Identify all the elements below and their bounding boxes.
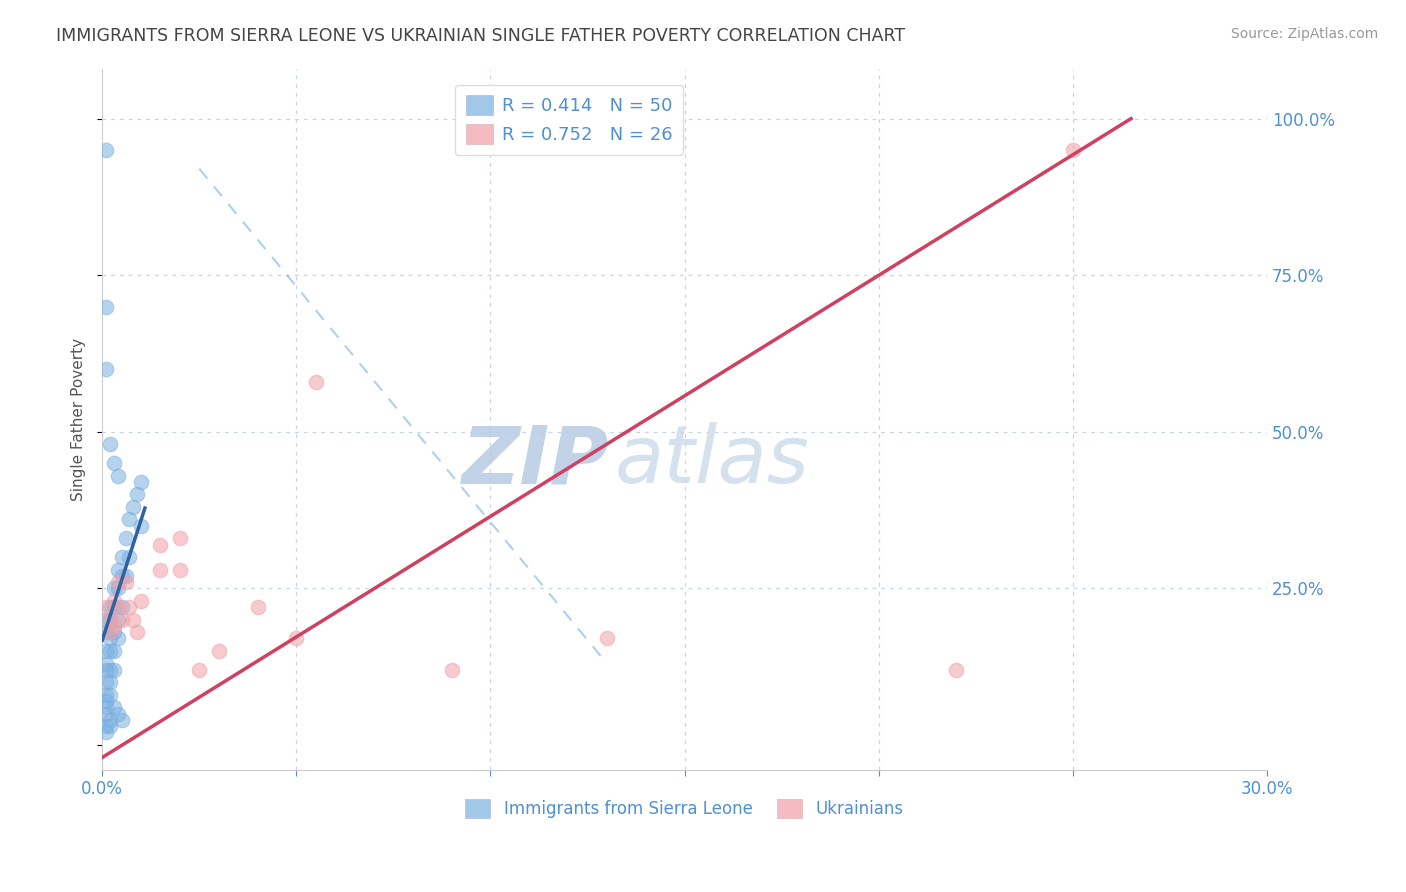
Point [94, 663, 117, 677]
Point [149, 563, 172, 577]
Point [111, 549, 134, 564]
Point [98, 625, 121, 640]
Point [596, 632, 619, 646]
Point [129, 475, 152, 489]
Point [169, 531, 191, 545]
Text: Source: ZipAtlas.com: Source: ZipAtlas.com [1230, 27, 1378, 41]
Text: atlas: atlas [614, 422, 810, 500]
Point [98, 437, 121, 451]
Point [107, 706, 129, 721]
Point [98, 663, 121, 677]
Point [107, 575, 129, 590]
Point [111, 600, 134, 615]
Point [103, 582, 125, 596]
Point [188, 663, 211, 677]
Point [98, 719, 121, 733]
Point [103, 644, 125, 658]
Point [107, 563, 129, 577]
Point [94, 675, 117, 690]
Point [111, 569, 134, 583]
Point [94, 143, 117, 157]
Point [94, 300, 117, 314]
Point [118, 549, 141, 564]
Point [103, 700, 125, 714]
Point [98, 675, 121, 690]
Legend: Immigrants from Sierra Leone, Ukrainians: Immigrants from Sierra Leone, Ukrainians [458, 793, 911, 825]
Point [246, 600, 269, 615]
Point [98, 713, 121, 727]
Point [94, 688, 117, 702]
Point [107, 632, 129, 646]
Text: ZIP: ZIP [461, 422, 609, 500]
Point [98, 613, 121, 627]
Point [107, 613, 129, 627]
Point [98, 688, 121, 702]
Point [94, 719, 117, 733]
Point [94, 600, 117, 615]
Point [127, 625, 149, 640]
Point [111, 613, 134, 627]
Point [103, 663, 125, 677]
Point [94, 644, 117, 658]
Point [440, 663, 463, 677]
Point [129, 518, 152, 533]
Point [945, 663, 967, 677]
Point [103, 619, 125, 633]
Point [208, 644, 231, 658]
Point [285, 632, 308, 646]
Point [94, 613, 117, 627]
Point [169, 563, 191, 577]
Point [103, 600, 125, 615]
Point [103, 456, 125, 470]
Point [114, 531, 136, 545]
Point [103, 625, 125, 640]
Point [127, 487, 149, 501]
Point [149, 537, 172, 551]
Point [107, 468, 129, 483]
Point [98, 600, 121, 615]
Point [103, 594, 125, 608]
Point [107, 582, 129, 596]
Point [98, 644, 121, 658]
Point [94, 694, 117, 708]
Point [98, 632, 121, 646]
Point [114, 575, 136, 590]
Point [94, 657, 117, 671]
Point [114, 569, 136, 583]
Point [1062, 143, 1084, 157]
Point [118, 512, 141, 526]
Point [94, 725, 117, 739]
Point [118, 600, 141, 615]
Point [94, 700, 117, 714]
Point [305, 375, 328, 389]
Point [129, 594, 152, 608]
Point [98, 613, 121, 627]
Point [107, 600, 129, 615]
Point [111, 713, 134, 727]
Point [94, 625, 117, 640]
Point [94, 362, 117, 376]
Y-axis label: Single Father Poverty: Single Father Poverty [72, 338, 86, 500]
Point [94, 706, 117, 721]
Point [122, 613, 145, 627]
Text: IMMIGRANTS FROM SIERRA LEONE VS UKRAINIAN SINGLE FATHER POVERTY CORRELATION CHAR: IMMIGRANTS FROM SIERRA LEONE VS UKRAINIA… [56, 27, 905, 45]
Point [122, 500, 145, 514]
